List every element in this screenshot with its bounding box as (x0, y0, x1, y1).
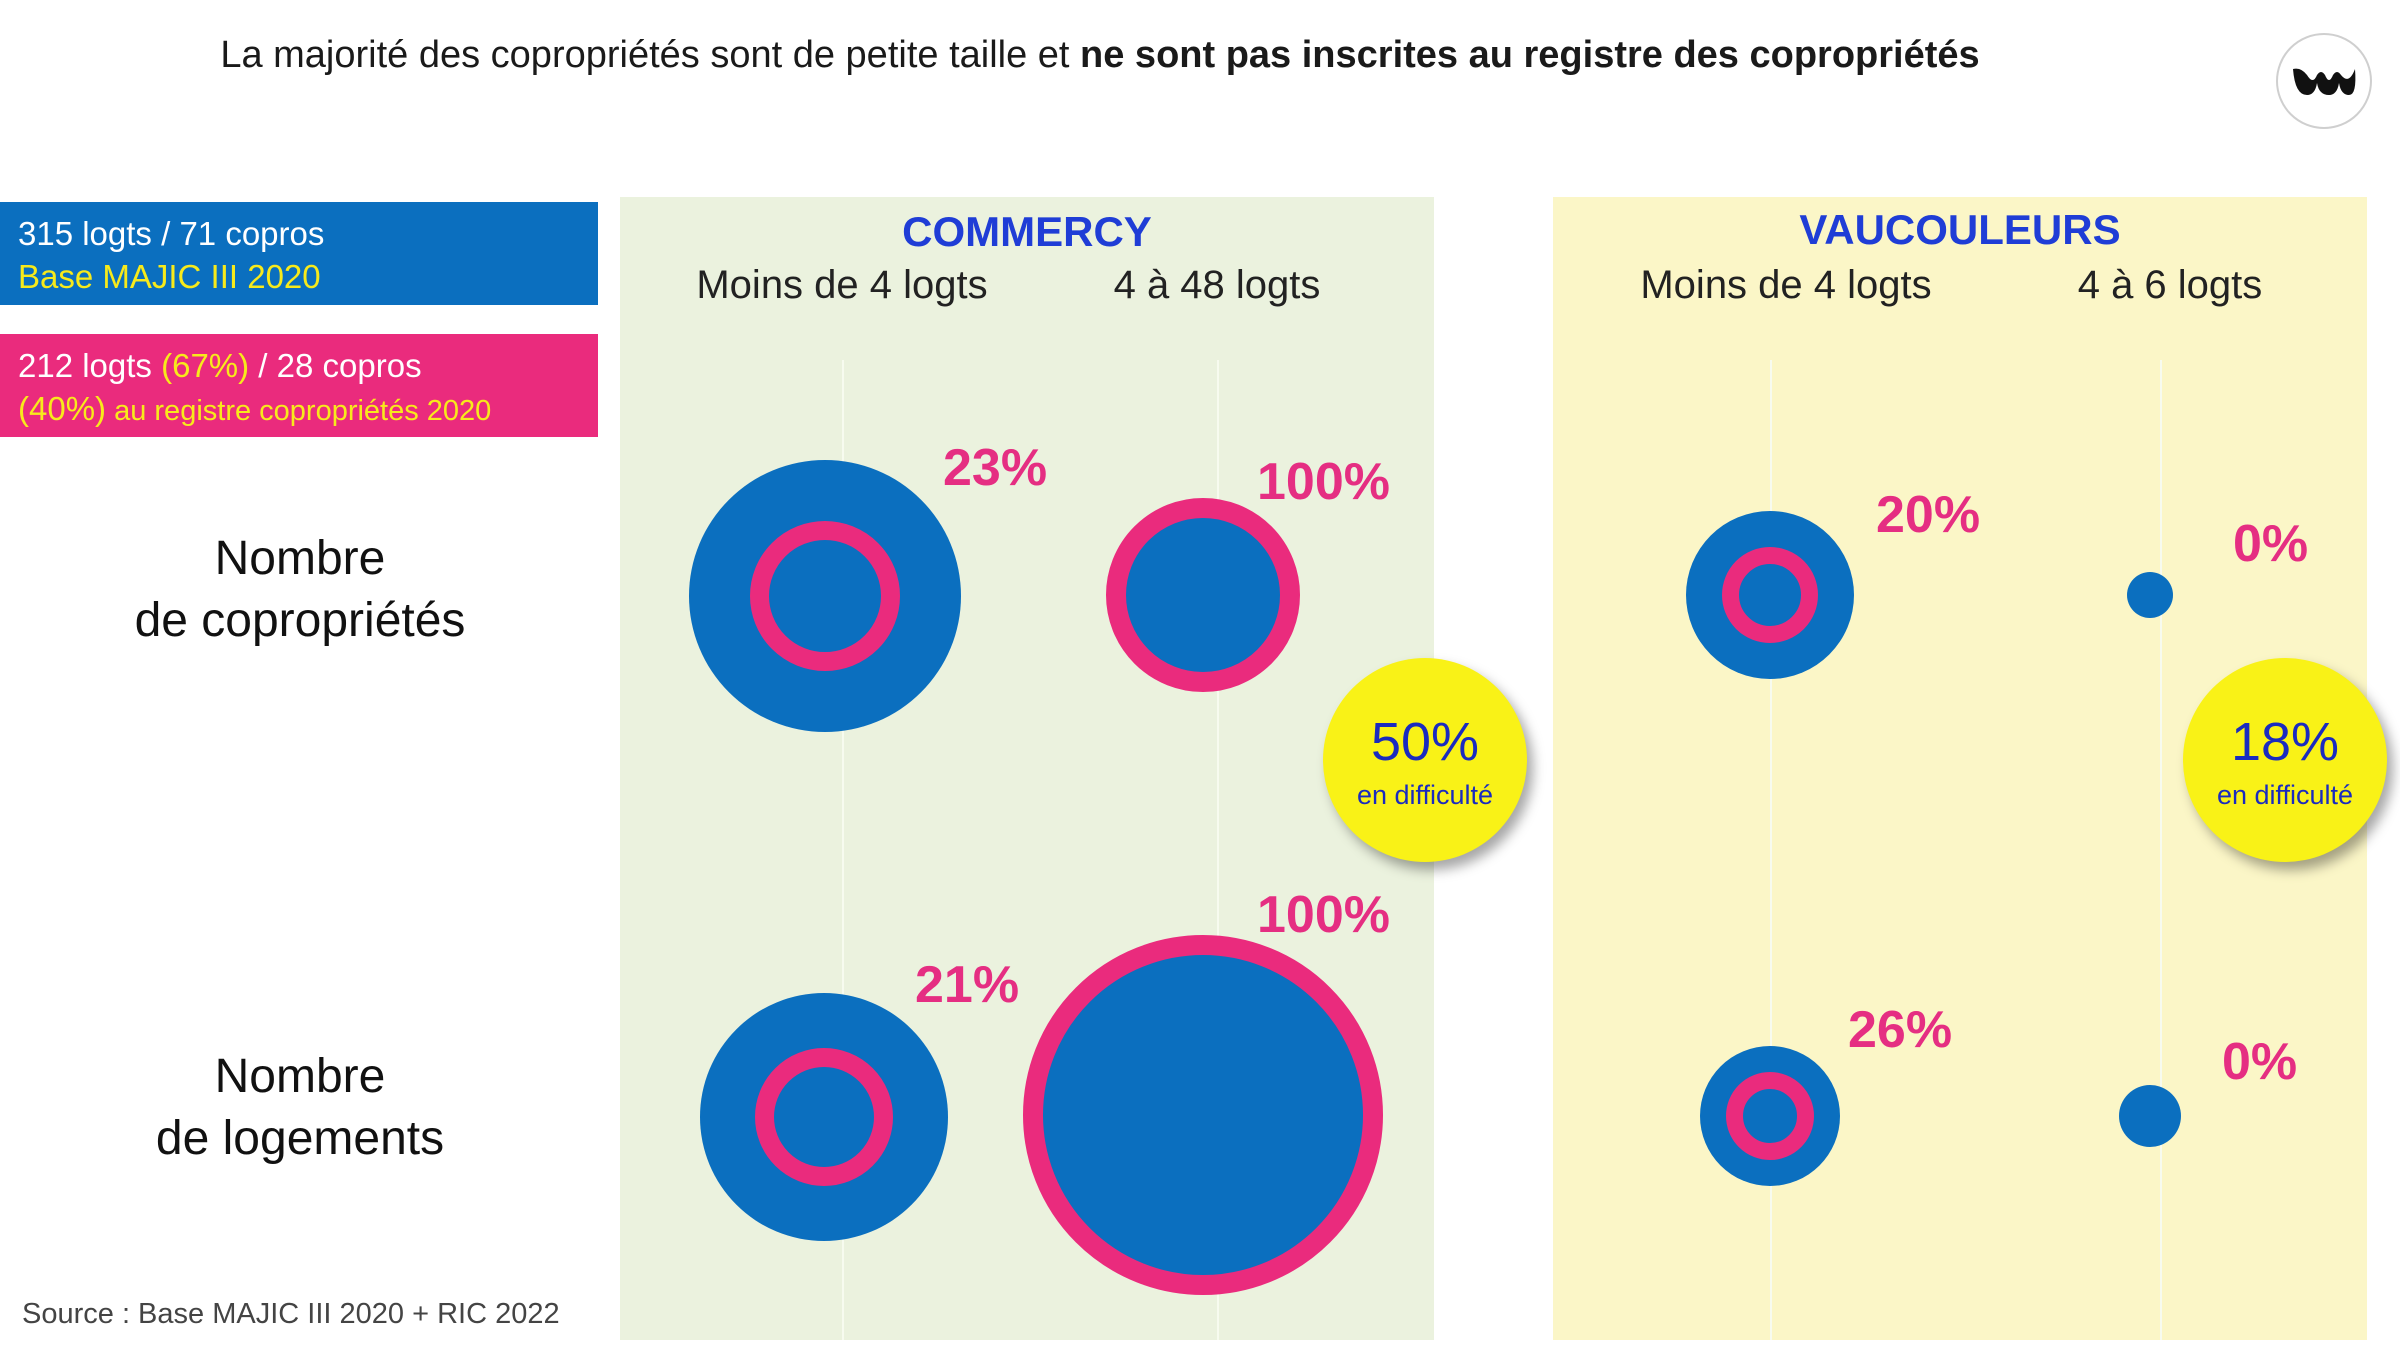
info-pink-copros: / 28 copros (249, 347, 422, 384)
row1-line2: de copropriétés (134, 594, 466, 647)
title-regular: La majorité des copropriétés sont de pet… (220, 34, 1081, 76)
column-guide (1217, 360, 1219, 1340)
badge-commercy-value: 50% (1370, 712, 1480, 772)
pct-vaucouleurs-copros-2: 0% (2233, 515, 2309, 573)
pct-vaucouleurs-copros-1: 20% (1876, 486, 1981, 544)
badge-commercy-label: en difficulté (1356, 780, 1494, 810)
row-label-logements: Nombre de logements (40, 1046, 560, 1170)
info-pink-line2: (40%) au registre copropriétés 2020 (18, 387, 580, 433)
bubble-commercy-logts-large (1023, 935, 1383, 1295)
col-header-vaucouleurs-1: Moins de 4 logts (1640, 263, 1932, 307)
badge-commercy-difficulte: 50% en difficulté (1323, 658, 1527, 862)
info-box-registre: 212 logts (67%) / 28 copros (40%) au reg… (0, 334, 598, 437)
bubble-registered-commercy-logts-small (755, 1048, 893, 1186)
info-pink-pct-logts: (67%) (161, 347, 250, 384)
wave-logo-icon (2276, 33, 2372, 129)
info-pink-logts: 212 logts (18, 347, 162, 384)
bubble-registered-commercy-copros-small (750, 521, 900, 671)
col-header-vaucouleurs-2: 4 à 6 logts (2077, 263, 2263, 307)
title-bold: ne sont pas inscrites au registre des co… (1080, 34, 1980, 76)
col-header-commercy-2: 4 à 48 logts (1113, 263, 1321, 307)
bubble-registered-vaucouleurs-logts-small (1726, 1072, 1814, 1160)
badge-vaucouleurs-value: 18% (2230, 712, 2340, 772)
bubble-commercy-copros-large (1106, 498, 1300, 692)
bubble-vaucouleurs-copros-large (2127, 572, 2173, 618)
bubble-vaucouleurs-logts-large (2119, 1085, 2181, 1147)
column-guide (2160, 360, 2162, 1340)
row2-line2: de logements (155, 1112, 445, 1165)
info-box-majic: 315 logts / 71 copros Base MAJIC III 202… (0, 202, 598, 305)
page-title: La majorité des copropriétés sont de pet… (0, 34, 2200, 77)
pct-commercy-logts-1: 21% (915, 956, 1020, 1014)
col-header-commercy-1: Moins de 4 logts (696, 263, 988, 307)
pct-vaucouleurs-logts-2: 0% (2222, 1033, 2298, 1091)
info-blue-line2: Base MAJIC III 2020 (18, 258, 321, 295)
row1-line1: Nombre (214, 532, 386, 585)
panel-title-vaucouleurs: VAUCOULEURS (1799, 206, 2121, 253)
source-note: Source : Base MAJIC III 2020 + RIC 2022 (22, 1298, 560, 1330)
column-guide (842, 360, 844, 1340)
info-pink-pct-copros: (40%) (18, 390, 107, 427)
info-pink-registre: au registre copropriétés 2020 (106, 395, 492, 427)
pct-commercy-logts-2: 100% (1257, 886, 1390, 944)
row-label-coproprietes: Nombre de copropriétés (40, 528, 560, 652)
column-guide (1770, 360, 1772, 1340)
bubble-registered-vaucouleurs-copros-small (1722, 547, 1818, 643)
row2-line1: Nombre (214, 1050, 386, 1103)
panel-title-commercy: COMMERCY (902, 208, 1152, 255)
pct-vaucouleurs-logts-1: 26% (1848, 1001, 1953, 1059)
info-pink-line1: 212 logts (67%) / 28 copros (18, 344, 580, 387)
pct-commercy-copros-1: 23% (943, 439, 1048, 497)
pct-commercy-copros-2: 100% (1257, 453, 1390, 511)
badge-vaucouleurs-difficulte: 18% en difficulté (2183, 658, 2387, 862)
badge-vaucouleurs-label: en difficulté (2216, 780, 2354, 810)
info-blue-line1: 315 logts / 71 copros (18, 215, 325, 252)
